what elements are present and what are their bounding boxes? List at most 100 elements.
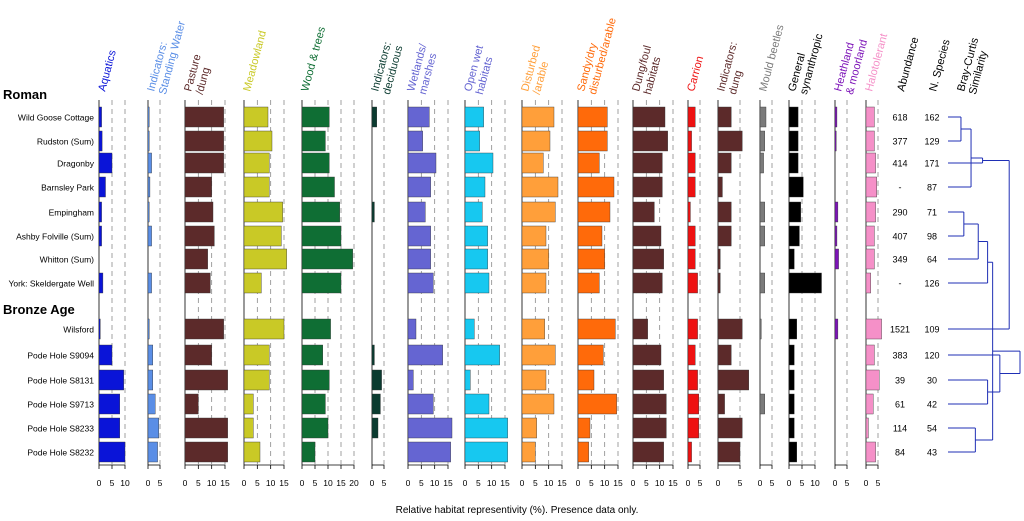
species-value: 98 [927, 232, 937, 242]
bar [759, 225, 766, 247]
bar [301, 130, 326, 152]
site-label: Pode Hole S9713 [27, 400, 94, 410]
panel-header-line: Aquatics [96, 48, 119, 92]
bar [717, 393, 725, 415]
bar [577, 272, 600, 294]
bar [464, 106, 484, 128]
bar [788, 272, 822, 294]
bar [521, 176, 559, 198]
bar [98, 201, 102, 223]
species-value: 71 [927, 208, 937, 218]
bar [147, 225, 152, 247]
bar [464, 272, 490, 294]
bar [243, 417, 254, 439]
tick-label: 0 [864, 478, 869, 488]
bar [865, 393, 874, 415]
tick-label: 0 [833, 478, 838, 488]
bar [521, 225, 547, 247]
bar [243, 344, 270, 366]
bar [577, 130, 608, 152]
bar [834, 106, 838, 128]
bar [788, 344, 795, 366]
bar [577, 318, 616, 340]
bar [834, 225, 838, 247]
bar [184, 248, 208, 270]
bar [834, 201, 839, 223]
bar [521, 417, 537, 439]
bar [301, 225, 342, 247]
bar [834, 248, 839, 270]
bar [407, 248, 431, 270]
panel-header-line: Carrion [685, 55, 706, 93]
tick-label: 10 [323, 478, 333, 488]
panel-header-line: Mould beetles [757, 23, 786, 93]
bar [407, 344, 443, 366]
site-label: Barnsley Park [41, 183, 95, 193]
panel-header: Wetlands/marshes [405, 42, 441, 96]
tick-label: 0 [463, 478, 468, 488]
site-label: Pode Hole S9094 [27, 351, 94, 361]
bar [788, 393, 795, 415]
bar [577, 417, 591, 439]
bar [865, 106, 875, 128]
bar [184, 106, 224, 128]
species-value: 129 [924, 137, 939, 147]
bar [632, 130, 668, 152]
tick-label: 5 [313, 478, 318, 488]
bar [632, 441, 664, 463]
site-label: Pode Hole S8131 [27, 376, 94, 386]
panel-header: Indicators:deciduous [369, 41, 405, 96]
bar [243, 201, 283, 223]
bar [98, 417, 120, 439]
species-header: N. Species [927, 38, 952, 93]
bar [632, 225, 662, 247]
bar [865, 201, 876, 223]
bar [717, 248, 721, 270]
abundance-value: 39 [895, 376, 905, 386]
bar [687, 272, 698, 294]
bar [301, 272, 342, 294]
bar [687, 201, 691, 223]
bar [521, 393, 555, 415]
panel-header: Indicators:dung [715, 41, 751, 96]
tick-label: 10 [544, 478, 554, 488]
site-label: Ashby Folville (Sum) [16, 232, 94, 242]
bar [632, 393, 667, 415]
bar [407, 130, 423, 152]
bar [243, 130, 273, 152]
bar [632, 318, 648, 340]
bar [577, 201, 611, 223]
bar [577, 176, 615, 198]
bar [98, 344, 113, 366]
bar [521, 248, 549, 270]
bar [243, 176, 270, 198]
tick-label: 5 [770, 478, 775, 488]
bar [834, 130, 837, 152]
panel-header: Sandy/drydisturbed/arable [575, 13, 619, 95]
species-value: 126 [924, 279, 939, 289]
bar [717, 272, 721, 294]
bar [184, 130, 224, 152]
bar [184, 393, 199, 415]
tick-label: 10 [600, 478, 610, 488]
abundance-value: 407 [892, 232, 907, 242]
bar [407, 393, 434, 415]
bar [632, 201, 655, 223]
group-heading: Roman [3, 87, 47, 102]
tick-label: 15 [557, 478, 567, 488]
tick-label: 0 [716, 478, 721, 488]
tick-label: 10 [810, 478, 820, 488]
bar [865, 248, 875, 270]
bar [243, 318, 285, 340]
bar [98, 106, 102, 128]
bar [301, 441, 316, 463]
bar [834, 318, 839, 340]
bar [577, 225, 603, 247]
panel-header: Carrion [685, 55, 706, 93]
tick-label: 15 [279, 478, 289, 488]
tick-label: 15 [500, 478, 510, 488]
bar [717, 130, 743, 152]
bar [759, 318, 762, 340]
bar [687, 176, 696, 198]
